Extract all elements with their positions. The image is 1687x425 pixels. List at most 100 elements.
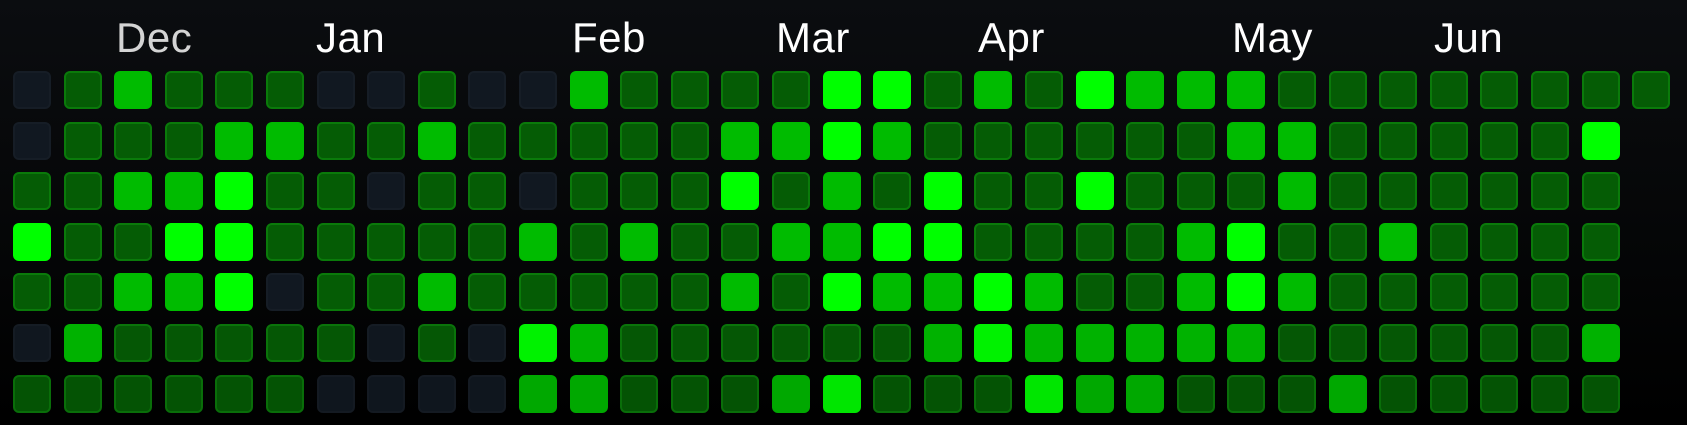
heatmap-cell [873,71,911,109]
heatmap-cell [823,122,861,160]
heatmap-cell [114,172,152,210]
heatmap-cell [1430,375,1468,413]
heatmap-cell [1126,71,1164,109]
heatmap-cell [721,71,759,109]
heatmap-cell [317,223,355,261]
heatmap-cell [1379,172,1417,210]
heatmap-cell [974,375,1012,413]
heatmap-cell [1430,71,1468,109]
heatmap-cell [671,122,709,160]
heatmap-cell [519,122,557,160]
heatmap-cell [1076,375,1114,413]
heatmap-cell [1531,122,1569,160]
heatmap-cell [1582,71,1620,109]
heatmap-cell [671,223,709,261]
heatmap-cell [418,122,456,160]
heatmap-cell [1582,172,1620,210]
heatmap-cell [114,324,152,362]
heatmap-cell [519,273,557,311]
heatmap-cell [1177,273,1215,311]
heatmap-cell [974,172,1012,210]
heatmap-cell [1025,324,1063,362]
heatmap-cell [215,122,253,160]
heatmap-cell [671,324,709,362]
heatmap-cell [1227,375,1265,413]
heatmap-cell [570,375,608,413]
heatmap-cell [873,375,911,413]
heatmap-cell [1379,71,1417,109]
heatmap-cell [1480,71,1518,109]
heatmap-cell [1480,122,1518,160]
heatmap-cell [367,71,405,109]
heatmap-cell [165,172,203,210]
heatmap-cell [317,273,355,311]
heatmap-cell [974,122,1012,160]
heatmap-cell [721,375,759,413]
heatmap-cell [924,71,962,109]
heatmap-cell [1531,172,1569,210]
heatmap-cell [13,375,51,413]
heatmap-cell [215,273,253,311]
heatmap-cell [1126,375,1164,413]
heatmap-cell [671,273,709,311]
heatmap-cell [1177,172,1215,210]
heatmap-cell [418,223,456,261]
heatmap-cell [974,223,1012,261]
heatmap-cell [620,375,658,413]
heatmap-cell [570,324,608,362]
heatmap-cell [468,172,506,210]
heatmap-cell [823,273,861,311]
heatmap-cell [1227,122,1265,160]
heatmap-cell [1329,71,1367,109]
heatmap-cell [64,172,102,210]
heatmap-cell [215,172,253,210]
heatmap-cell [1278,122,1316,160]
heatmap-cell [215,375,253,413]
heatmap-cell [1227,324,1265,362]
heatmap-cell [1329,375,1367,413]
heatmap-cell [1430,172,1468,210]
heatmap-cell [367,375,405,413]
heatmap-cell [317,172,355,210]
heatmap-cell [64,324,102,362]
month-label-may: May [1232,14,1313,61]
heatmap-cell [772,223,810,261]
heatmap-cell [165,71,203,109]
heatmap-cell [317,122,355,160]
heatmap-cell [165,223,203,261]
heatmap-cell [620,273,658,311]
heatmap-cell [266,273,304,311]
heatmap-cell [165,273,203,311]
heatmap-cell [1177,324,1215,362]
heatmap-cell [114,122,152,160]
heatmap-cell [1126,122,1164,160]
heatmap-cell [468,223,506,261]
heatmap-cell [823,172,861,210]
heatmap-cell [1025,71,1063,109]
heatmap-cell [823,324,861,362]
heatmap-cell [1025,223,1063,261]
heatmap-cell [1126,324,1164,362]
heatmap-cell [13,273,51,311]
heatmap-cell [468,324,506,362]
heatmap-cell [114,375,152,413]
heatmap-cell [418,273,456,311]
heatmap-cell [13,71,51,109]
heatmap-cell [317,324,355,362]
heatmap-cell [873,273,911,311]
heatmap-cell [1076,122,1114,160]
heatmap-cell [924,324,962,362]
heatmap-cell [64,273,102,311]
heatmap-cell [1278,71,1316,109]
heatmap-cell [1076,273,1114,311]
heatmap-cell [873,324,911,362]
heatmap-cell [721,324,759,362]
heatmap-cell [13,324,51,362]
heatmap-cell [1480,223,1518,261]
heatmap-cell [772,324,810,362]
heatmap-cell [1632,71,1670,109]
heatmap-cell [823,71,861,109]
heatmap-cell [924,122,962,160]
heatmap-cell [721,223,759,261]
